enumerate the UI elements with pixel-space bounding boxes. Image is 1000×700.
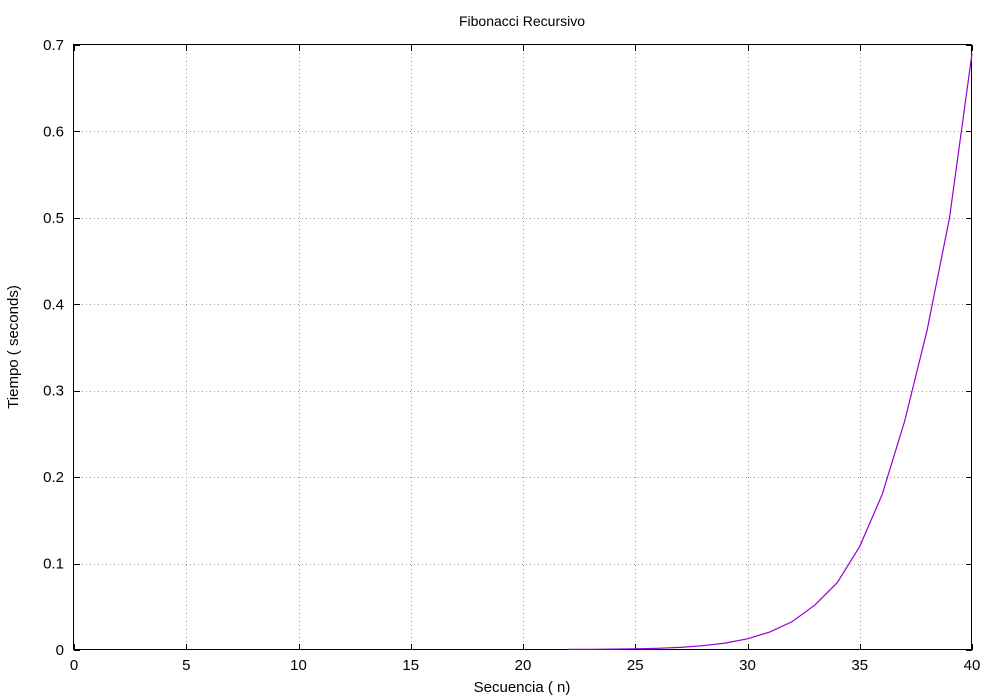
y-tick-label: 0.1 (43, 556, 64, 573)
x-axis-label: Secuencia ( n) (474, 679, 571, 696)
x-tick-label: 40 (964, 657, 981, 674)
x-tick-label: 0 (70, 657, 78, 674)
x-tick-label: 20 (515, 657, 532, 674)
x-tick-label: 30 (739, 657, 756, 674)
axis-ticks (74, 45, 973, 651)
series-group (567, 53, 973, 651)
y-axis-label: Tiempo ( seconds) (5, 285, 22, 409)
y-tick-label: 0.2 (43, 469, 64, 486)
plot-frame (73, 44, 972, 650)
y-tick-labels: 0 0.1 0.2 0.3 0.4 0.5 0.6 0.7 (43, 37, 64, 659)
x-tick-label: 35 (851, 657, 868, 674)
y-tick-label: 0.3 (43, 383, 64, 400)
y-tick-label: 0.4 (43, 296, 64, 313)
series-line-0 (567, 53, 973, 651)
x-tick-label: 15 (402, 657, 419, 674)
x-tick-labels: 0 5 10 15 20 25 30 35 40 (70, 657, 981, 674)
x-tick-label: 10 (290, 657, 307, 674)
y-tick-label: 0 (56, 642, 64, 659)
chart-title: Fibonacci Recursivo (459, 13, 585, 29)
y-tick-label: 0.5 (43, 210, 64, 227)
grid (74, 45, 972, 650)
y-tick-label: 0.7 (43, 37, 64, 54)
y-tick-label: 0.6 (43, 123, 64, 140)
x-tick-label: 25 (627, 657, 644, 674)
x-tick-label: 5 (182, 657, 190, 674)
